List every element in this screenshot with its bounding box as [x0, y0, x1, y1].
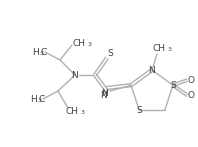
Text: S: S [107, 49, 113, 57]
Text: N: N [149, 66, 155, 75]
Text: C: C [39, 95, 45, 103]
Text: H: H [31, 95, 37, 103]
Text: 3: 3 [88, 41, 92, 46]
Text: CH: CH [66, 106, 78, 116]
Text: N: N [72, 71, 78, 80]
Text: H: H [33, 47, 39, 56]
Text: 3: 3 [38, 97, 42, 102]
Text: S: S [170, 81, 176, 90]
Text: CH: CH [152, 44, 166, 52]
Text: N: N [102, 88, 108, 97]
Text: 3: 3 [168, 46, 172, 51]
Text: 3: 3 [81, 110, 85, 115]
Text: C: C [41, 47, 47, 56]
Text: O: O [188, 76, 194, 85]
Text: O: O [188, 91, 194, 100]
Text: S: S [136, 106, 142, 115]
Text: N: N [101, 91, 107, 100]
Text: CH: CH [72, 39, 86, 47]
Text: 3: 3 [40, 51, 44, 56]
